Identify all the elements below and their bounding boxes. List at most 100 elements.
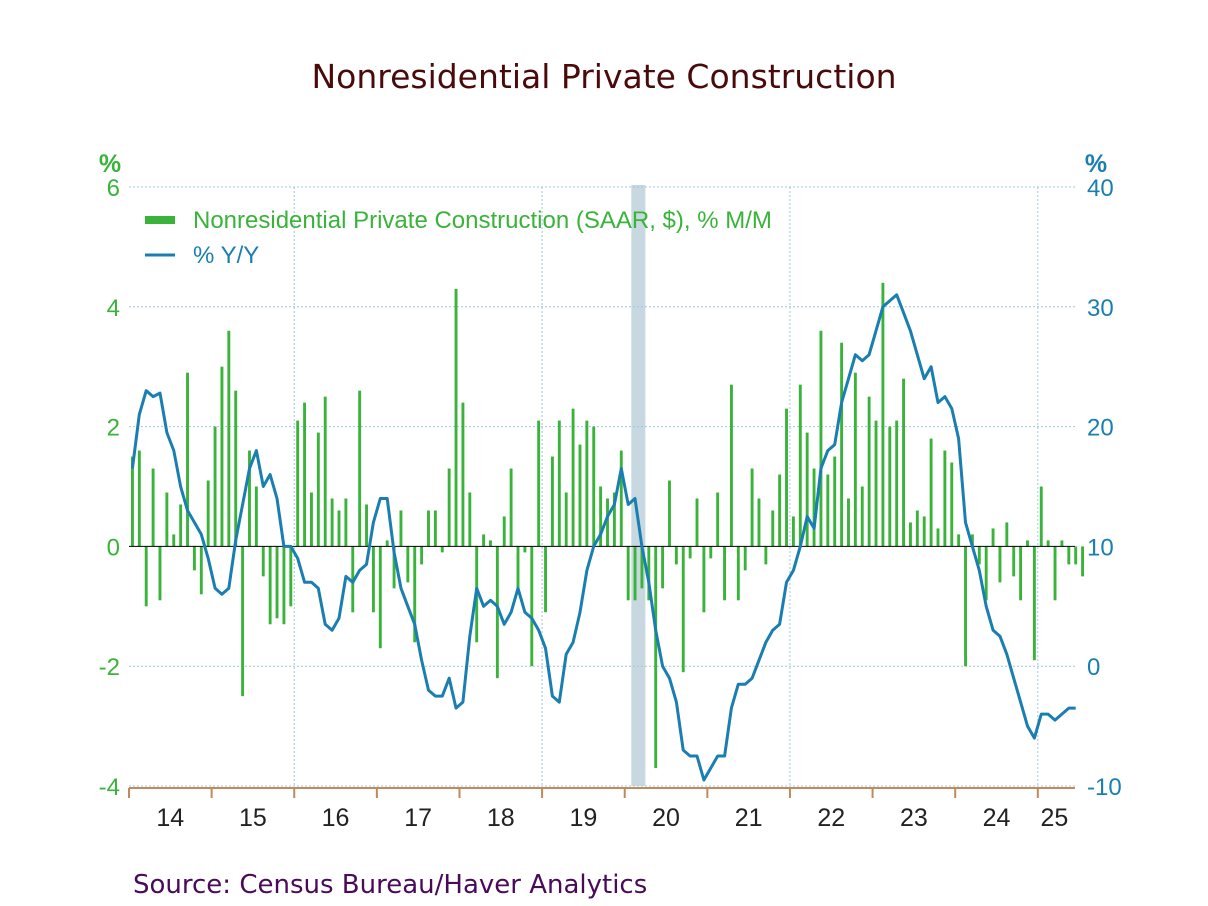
bar-mom [695, 498, 699, 547]
bar-mom [482, 534, 486, 547]
x-tick-label: 25 [1040, 804, 1068, 832]
bar-mom [564, 492, 568, 547]
bar-mom [427, 510, 430, 547]
bar-mom [957, 534, 961, 547]
bar-mom [757, 498, 761, 547]
bar-mom [867, 396, 871, 547]
bar-mom [447, 468, 451, 547]
bar-mom [544, 546, 547, 613]
bar-mom [420, 546, 424, 565]
bar-mom [206, 480, 210, 547]
bar-mom [1053, 546, 1057, 601]
x-tick-label: 21 [735, 804, 763, 832]
x-tick-label: 20 [652, 804, 680, 832]
bar-mom [1026, 540, 1029, 547]
bar-mom [778, 474, 782, 547]
bar-mom [833, 456, 837, 547]
bar-mom [303, 402, 307, 547]
bar-mom [537, 420, 541, 547]
right-tick-label: 30 [1087, 295, 1114, 322]
x-tick-label: 19 [570, 804, 598, 832]
bar-mom [1060, 540, 1064, 547]
chart-title: Nonresidential Private Construction [311, 57, 896, 96]
x-tick-label: 23 [900, 804, 928, 832]
bar-mom [289, 546, 293, 607]
bar-mom [1074, 546, 1078, 565]
bar-mom [764, 546, 768, 565]
bar-mom [241, 546, 245, 697]
bar-mom [1046, 540, 1050, 547]
left-tick-label: -4 [99, 774, 120, 801]
bar-mom [840, 342, 844, 547]
bar-mom [516, 546, 520, 595]
legend: Nonresidential Private Construction (SAA… [145, 207, 772, 269]
left-tick-label: -2 [99, 654, 120, 681]
bar-mom [365, 504, 368, 547]
bar-mom [509, 468, 513, 547]
right-tick-label: 0 [1087, 654, 1100, 681]
x-tick-label: 22 [817, 804, 845, 832]
bar-mom [179, 504, 183, 547]
bar-mom [358, 390, 362, 547]
bar-mom [688, 546, 692, 559]
bar-mom [1039, 486, 1043, 547]
bar-mom [1032, 546, 1036, 661]
bar-mom [592, 426, 596, 547]
x-tick-label: 14 [156, 804, 184, 832]
bar-mom [736, 546, 740, 601]
bar-mom [743, 546, 747, 571]
bar-mom [922, 516, 926, 547]
bar-mom [612, 492, 616, 547]
right-axis-unit: % [1085, 150, 1107, 178]
bar-mom [909, 522, 912, 547]
bar-mom [674, 546, 678, 565]
bar-mom [798, 384, 802, 547]
bar-mom [1019, 546, 1023, 601]
bar-mom [337, 510, 341, 547]
bar-mom [750, 468, 754, 547]
bar-mom [151, 468, 155, 547]
x-tick-label: 16 [322, 804, 350, 832]
bar-mom [874, 420, 878, 547]
x-tick-label: 24 [983, 804, 1011, 832]
x-tick-label: 17 [404, 804, 432, 832]
recession-band [631, 185, 646, 786]
bar-mom [619, 450, 623, 547]
bar-mom [661, 546, 665, 589]
bar-mom [936, 528, 940, 547]
bar-mom [585, 420, 589, 547]
bar-mom [371, 546, 375, 613]
bar-mom [137, 450, 141, 547]
bar-mom [523, 546, 527, 553]
bar-mom [970, 534, 974, 547]
left-axis-unit: % [99, 150, 121, 178]
bar-mom [826, 474, 830, 547]
bar-mom [1067, 546, 1071, 565]
bar-mom [977, 546, 981, 565]
source-note: Source: Census Bureau/Haver Analytics [133, 870, 647, 900]
bar-mom [812, 468, 816, 547]
bar-mom [647, 546, 651, 601]
bar-mom [557, 420, 561, 547]
bar-mom [378, 546, 382, 649]
bar-mom [220, 366, 224, 547]
right-tick-label: 40 [1087, 175, 1114, 202]
bar-mom [330, 498, 334, 547]
bar-mom [915, 510, 919, 547]
bar-mom [702, 546, 706, 613]
bar-mom [929, 438, 933, 547]
bar-mom [1005, 522, 1009, 547]
bar-mom [991, 528, 995, 547]
bar-mom [413, 546, 417, 643]
bar-mom [606, 498, 609, 547]
bar-mom [943, 450, 947, 547]
bar-mom [440, 546, 444, 553]
bar-mom [709, 546, 713, 559]
bar-mom [654, 546, 658, 769]
bar-mom [296, 420, 300, 547]
bar-mom [165, 492, 169, 547]
bar-mom [268, 546, 272, 625]
legend-bar-label: Nonresidential Private Construction (SAA… [193, 207, 772, 234]
bar-mom [853, 372, 857, 547]
bar-mom [316, 432, 320, 547]
